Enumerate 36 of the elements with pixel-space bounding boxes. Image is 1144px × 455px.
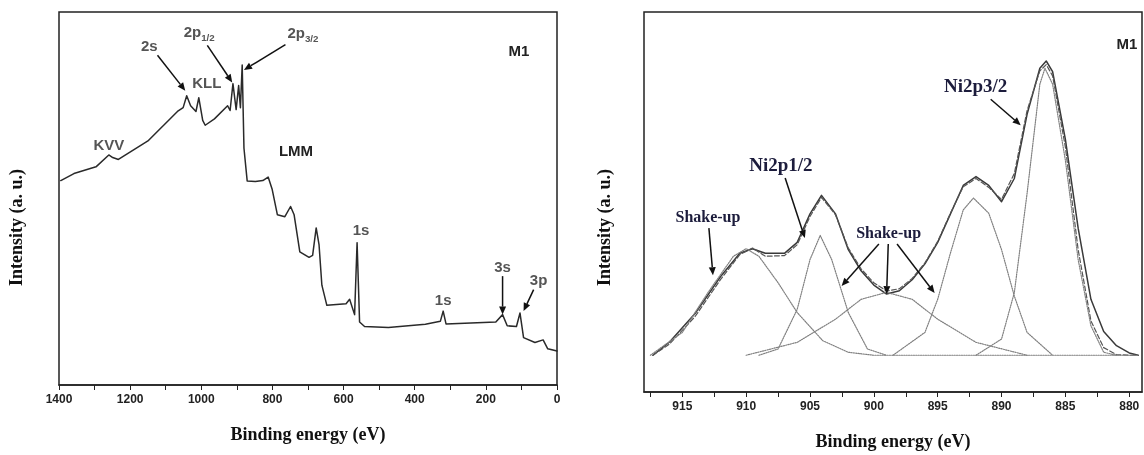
x-tick-label: 1400 — [45, 392, 73, 406]
x-tick-label: 910 — [736, 399, 757, 413]
annotation: 2p$_{3/2}$ — [287, 23, 319, 44]
annotation: KLL — [192, 73, 222, 91]
text: M1 — [1116, 34, 1138, 52]
annotation: 2s — [140, 36, 158, 54]
x-tick-label: 880 — [1119, 399, 1140, 413]
y-axis-title: Intensity (a. u.) — [6, 168, 27, 286]
annotation: 3s — [494, 257, 511, 275]
x-tick-label: 915 — [672, 399, 693, 413]
annotation: 3p — [529, 270, 548, 288]
annotation: Ni2p1/2 — [749, 154, 813, 177]
annotation: 1s — [352, 220, 370, 238]
x-tick-label: 1200 — [116, 392, 144, 406]
annotation: Shake-up — [675, 208, 741, 227]
annotation: 1s — [434, 290, 452, 308]
x-tick-label: 200 — [475, 392, 497, 406]
x-tick-label: 800 — [262, 392, 283, 406]
annotation: LMM — [278, 141, 314, 159]
x-tick-label: 890 — [991, 399, 1012, 413]
annotation: 2p$_{1/2}$ — [183, 23, 215, 44]
text: M1 — [508, 41, 530, 59]
annotation: KVV — [93, 135, 125, 153]
y-axis-title: Intensity (a. u.) — [594, 168, 615, 286]
x-tick-label: 0 — [553, 392, 561, 406]
x-tick-label: 895 — [927, 399, 949, 413]
annotation: Shake-up — [856, 224, 922, 243]
x-tick-label: 900 — [863, 399, 885, 413]
x-axis-title: Binding energy (eV) — [815, 431, 971, 452]
x-tick-label: 600 — [333, 392, 354, 406]
x-axis-title: Binding energy (eV) — [230, 424, 386, 445]
x-tick-label: 400 — [404, 392, 426, 406]
annotation: Ni2p3/2 — [944, 75, 1008, 98]
x-tick-label: 885 — [1055, 399, 1076, 413]
x-tick-label: 1000 — [187, 392, 215, 406]
x-tick-label: 905 — [799, 399, 821, 413]
